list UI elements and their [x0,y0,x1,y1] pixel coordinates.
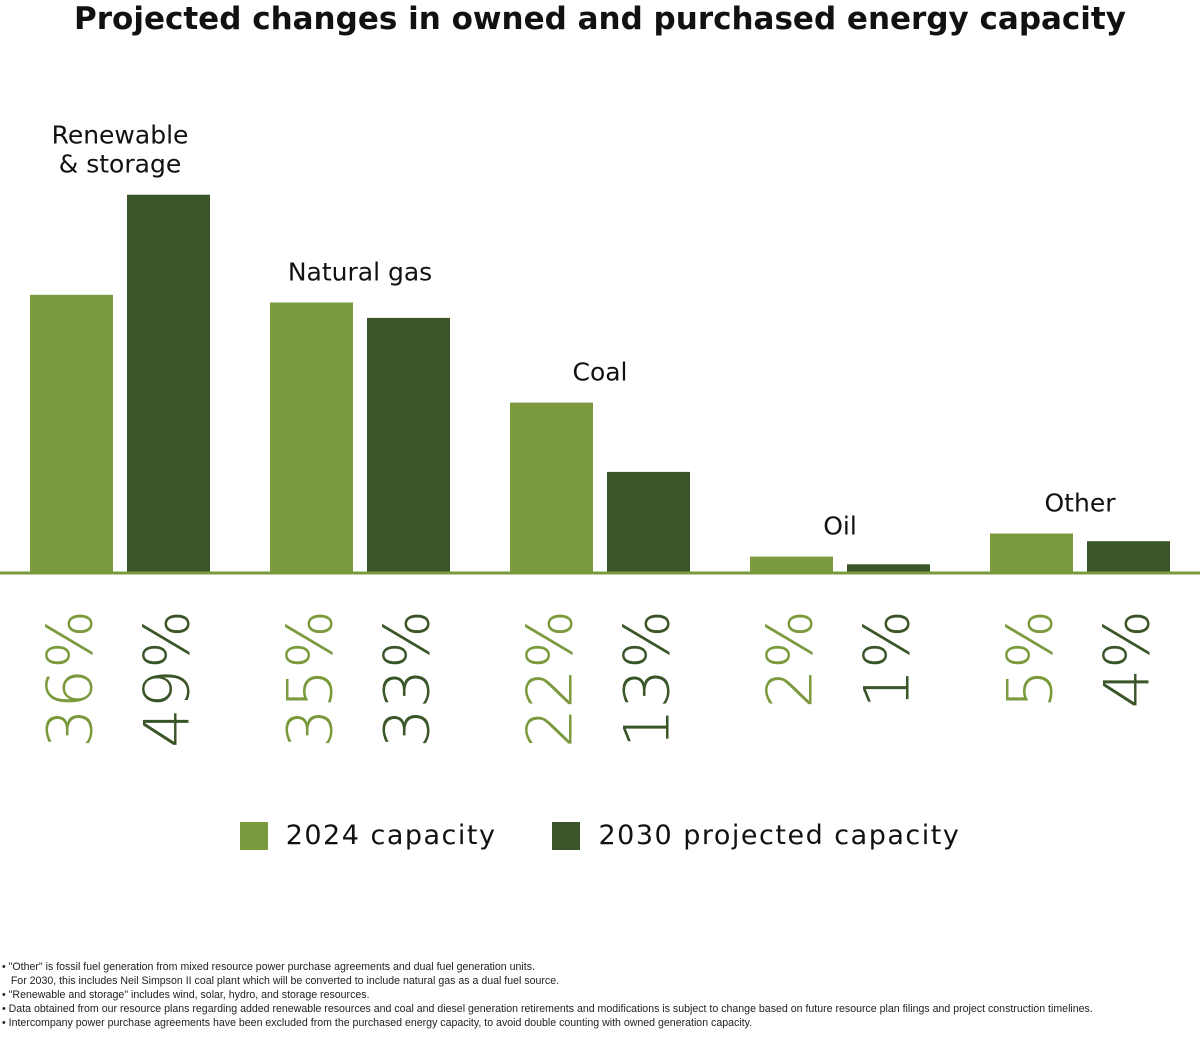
legend: 2024 capacity 2030 projected capacity [0,820,1200,851]
footnotes: • "Other" is fossil fuel generation from… [2,960,1198,1030]
legend-item-2030: 2030 projected capacity [552,820,960,851]
data-label: 4% [1091,610,1164,708]
bar [607,471,690,572]
bar [750,556,833,572]
data-label: 2% [754,610,827,708]
bar [270,302,353,572]
footnote: For 2030, this includes Neil Simpson II … [2,975,560,987]
category-label: Other [1045,489,1117,518]
bar [847,564,930,572]
legend-label-2030: 2030 projected capacity [598,820,961,851]
bar [990,533,1073,572]
category-label: Natural gas [288,258,432,287]
legend-swatch-2030 [552,821,581,850]
category-label: Coal [572,358,627,387]
footnote: • "Other" is fossil fuel generation from… [2,961,535,973]
category-label: Renewable & storage [52,121,189,179]
data-label: 35% [274,610,347,748]
bar [510,402,593,572]
data-label: 5% [994,610,1067,708]
footnote: • "Renewable and storage" includes wind,… [2,989,370,1001]
legend-label-2024: 2024 capacity [285,820,497,851]
data-label: 1% [851,610,924,708]
footnote: • Data obtained from our resource plans … [2,1003,1093,1015]
chart-title: Projected changes in owned and purchased… [74,1,1126,37]
data-label: 33% [371,610,444,748]
data-label: 22% [514,610,587,748]
data-label: 36% [34,610,107,748]
data-label: 49% [131,610,204,748]
bar-chart: 36% 49% Renewable & storage 35% 33% Natural ga… [0,121,1200,748]
bar [127,194,210,572]
footnote: • Intercompany power purchase agreements… [2,1017,753,1029]
data-label: 13% [611,610,684,748]
bar [1087,541,1170,572]
bar [30,294,113,572]
bar [367,317,450,572]
legend-item-2024: 2024 capacity [239,820,497,851]
category-label: Oil [823,512,857,541]
legend-swatch-2024 [239,821,268,850]
